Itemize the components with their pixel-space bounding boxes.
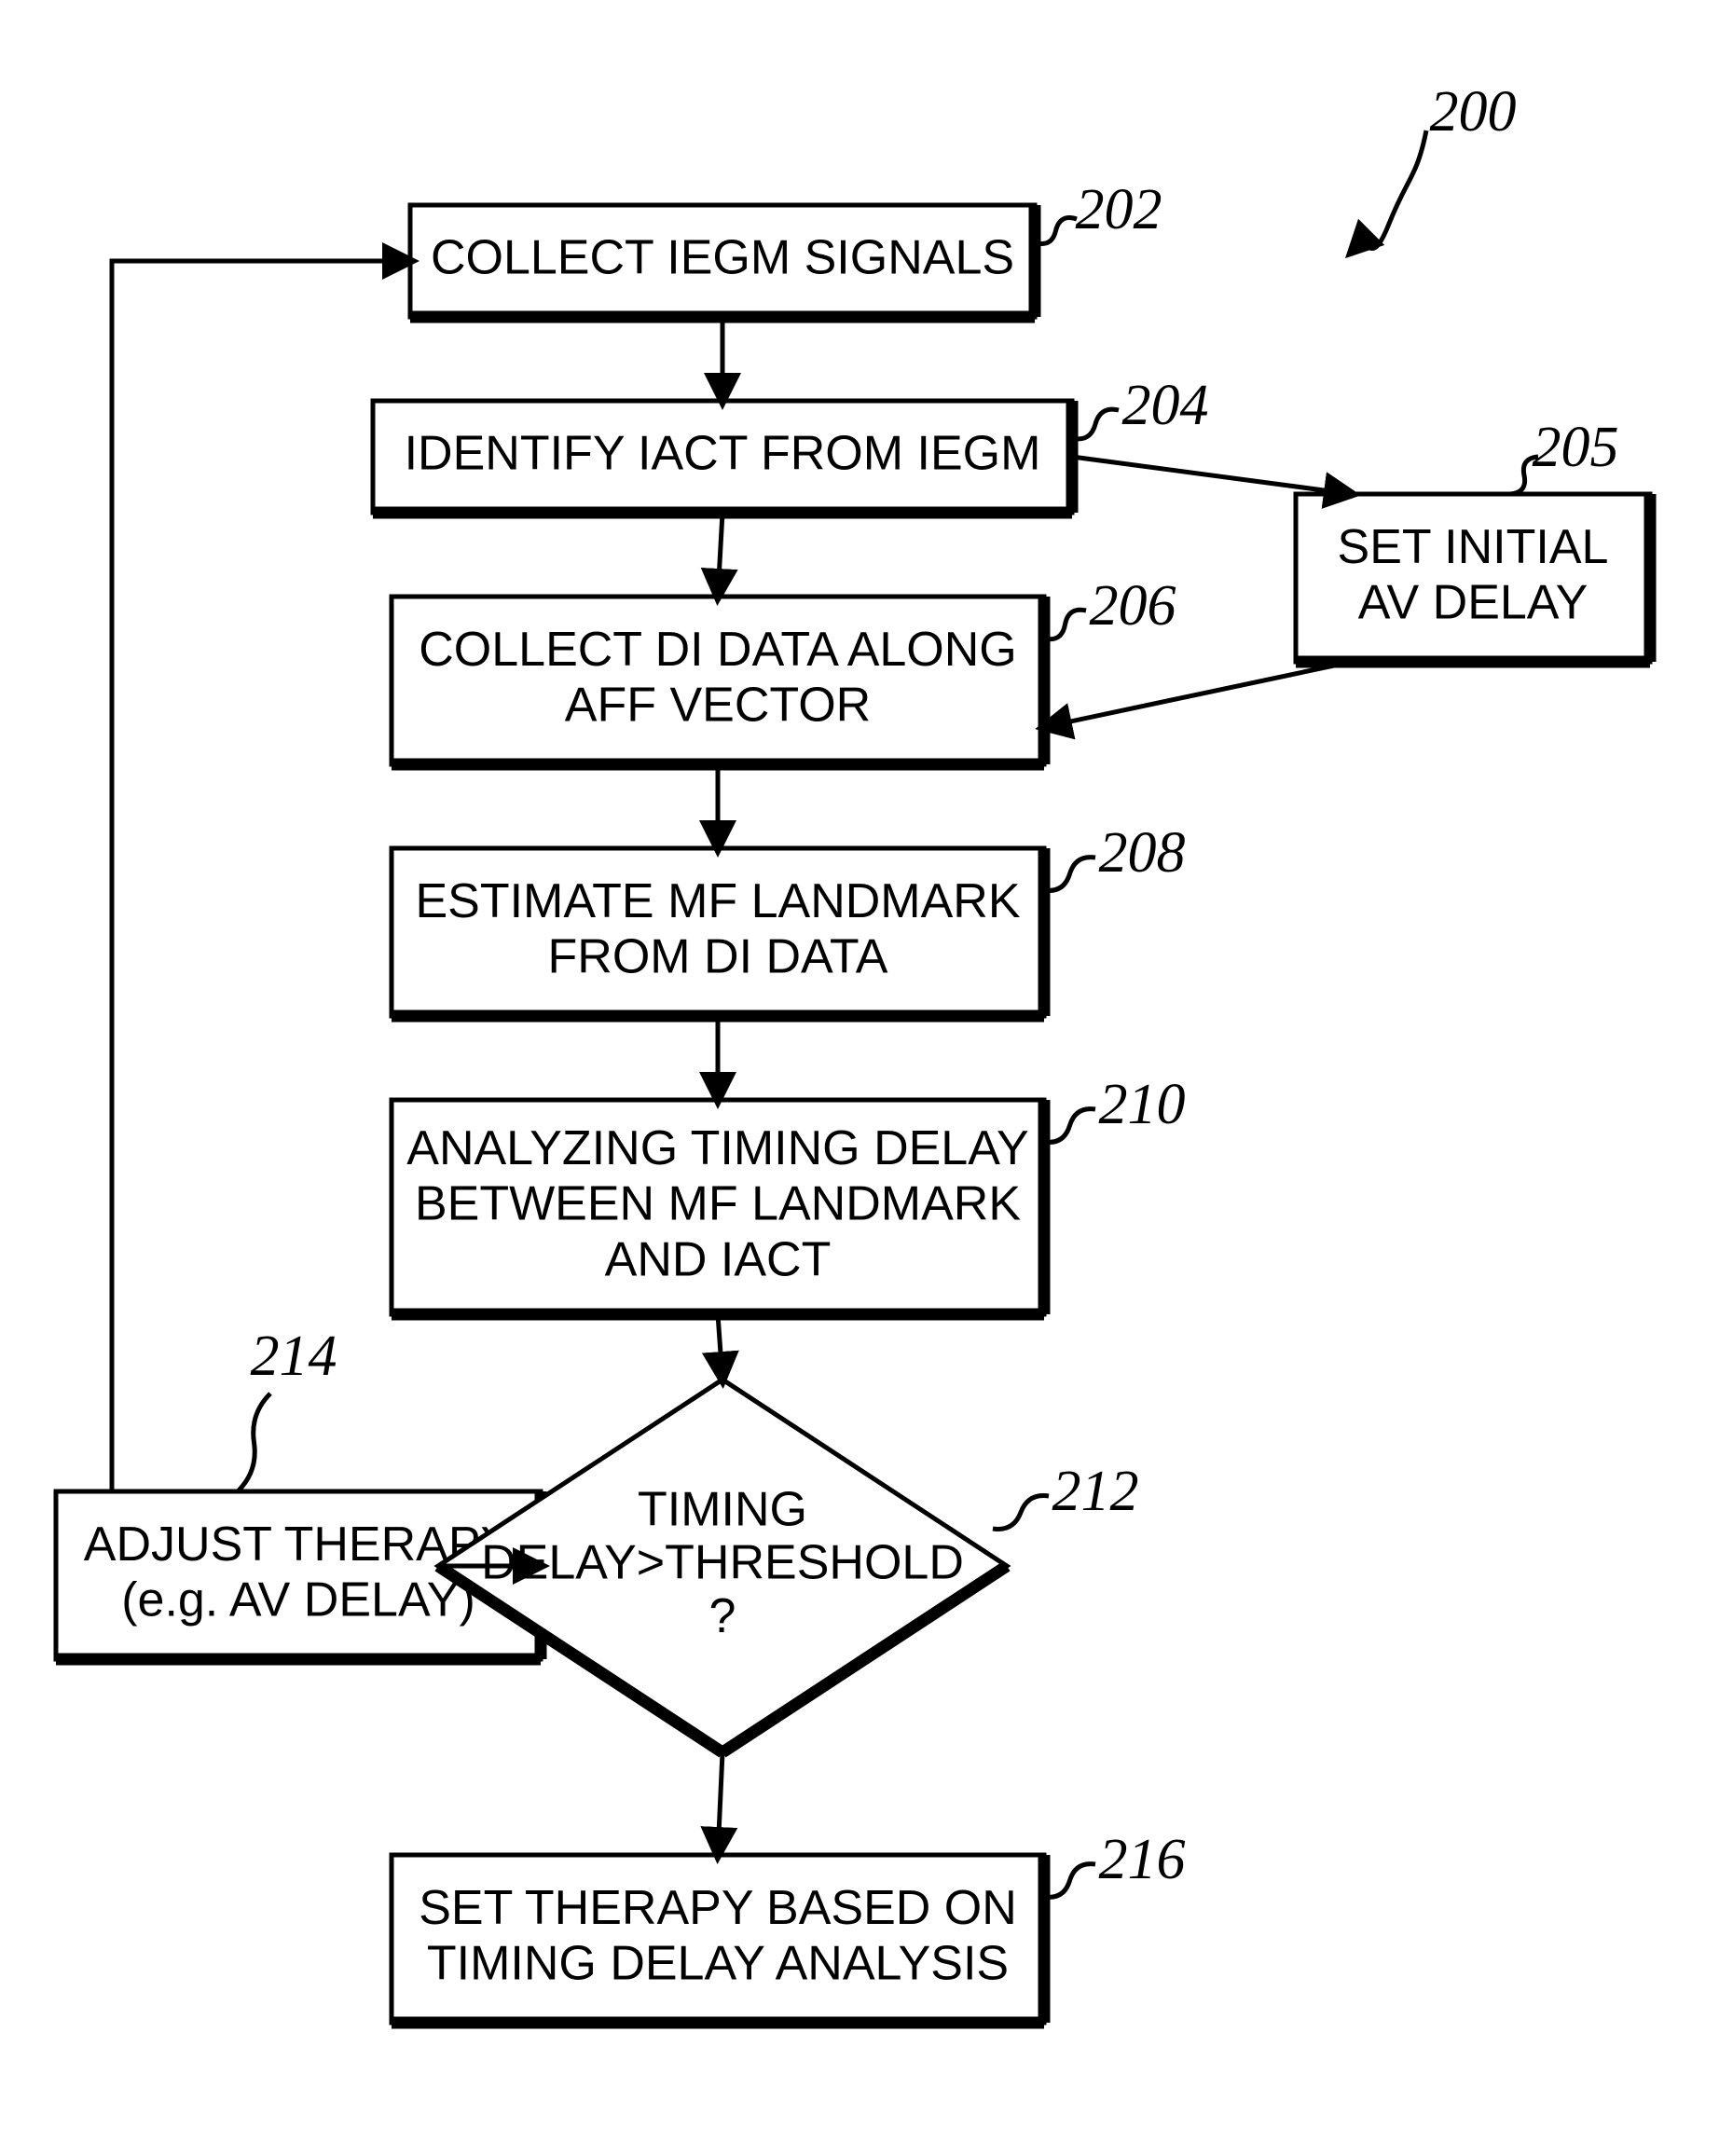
box-b205: SET INITIALAV DELAY — [1296, 494, 1650, 662]
ref-squiggle-216 — [1044, 1864, 1095, 1898]
ref-206: 206 — [1090, 574, 1176, 638]
title-squiggle — [1352, 130, 1426, 252]
ref-squiggle-208 — [1044, 858, 1095, 891]
box-b202: COLLECT IEGM SIGNALS — [410, 205, 1035, 317]
ref-squiggle-202 — [1035, 218, 1077, 244]
box-b216: SET THERAPY BASED ONTIMING DELAY ANALYSI… — [392, 1855, 1044, 2023]
box-text-b202-0: COLLECT IEGM SIGNALS — [431, 231, 1014, 285]
ref-200: 200 — [1430, 80, 1517, 144]
ref-squiggle-214 — [238, 1394, 270, 1491]
diamond-text-0: TIMING — [638, 1483, 807, 1537]
ref-squiggle-212 — [993, 1496, 1049, 1530]
ref-208: 208 — [1099, 821, 1186, 885]
box-text-b210-2: AND IACT — [605, 1233, 832, 1287]
box-text-b216-0: SET THERAPY BASED ON — [419, 1881, 1017, 1935]
ref-210: 210 — [1099, 1073, 1186, 1136]
box-text-b204-0: IDENTIFY IACT FROM IEGM — [405, 427, 1041, 481]
diamond-text-1: DELAY>THRESHOLD — [481, 1536, 964, 1590]
box-text-b208-1: FROM DI DATA — [548, 930, 888, 984]
box-text-b206-1: AFF VECTOR — [565, 679, 871, 733]
box-text-b210-0: ANALYZING TIMING DELAY — [406, 1121, 1028, 1175]
edge-b205-b206 — [1044, 662, 1352, 727]
ref-squiggle-210 — [1044, 1109, 1095, 1143]
edge-diamond-b216 — [718, 1752, 722, 1855]
edge-b210-diamond — [718, 1314, 722, 1380]
edge-b204-b205 — [1072, 457, 1352, 494]
ref-squiggle-206 — [1044, 610, 1086, 639]
box-text-b214-1: (e.g. AV DELAY) — [121, 1573, 475, 1627]
box-b204: IDENTIFY IACT FROM IEGM — [373, 401, 1072, 513]
edge-b214-b202 — [112, 261, 410, 1491]
ref-214: 214 — [251, 1325, 337, 1388]
ref-squiggle-204 — [1072, 409, 1119, 439]
box-b206: COLLECT DI DATA ALONGAFF VECTOR — [392, 597, 1044, 764]
box-b210: ANALYZING TIMING DELAYBETWEEN MF LANDMAR… — [392, 1100, 1044, 1314]
ref-202: 202 — [1076, 178, 1162, 241]
box-b208: ESTIMATE MF LANDMARKFROM DI DATA — [392, 848, 1044, 1016]
box-text-b210-1: BETWEEN MF LANDMARK — [415, 1177, 1021, 1231]
box-text-b205-0: SET INITIAL — [1338, 520, 1609, 574]
ref-212: 212 — [1052, 1460, 1139, 1523]
box-text-b208-0: ESTIMATE MF LANDMARK — [415, 874, 1020, 928]
box-text-b206-0: COLLECT DI DATA ALONG — [419, 623, 1017, 677]
ref-216: 216 — [1099, 1828, 1186, 1891]
diamond-text-2: ? — [709, 1589, 736, 1643]
ref-204: 204 — [1122, 374, 1209, 437]
ref-205: 205 — [1533, 416, 1619, 479]
edge-b204-b206 — [718, 513, 722, 597]
box-text-b205-1: AV DELAY — [1358, 576, 1589, 630]
box-text-b216-1: TIMING DELAY ANALYSIS — [427, 1937, 1009, 1991]
